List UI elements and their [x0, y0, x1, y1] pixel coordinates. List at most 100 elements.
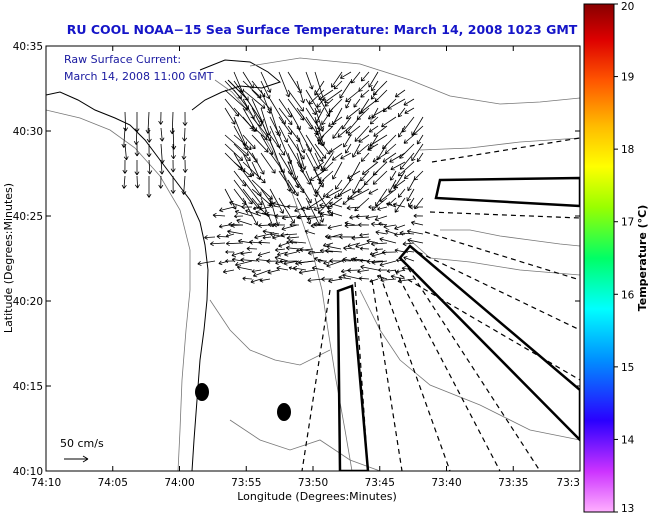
plot-area: [46, 57, 580, 471]
current-vector: [305, 134, 324, 162]
current-vector: [242, 276, 253, 281]
x-tick-label: 73:55: [231, 477, 261, 489]
current-vector: [411, 220, 424, 226]
current-vector: [251, 161, 261, 181]
x-tick-label: 74:00: [164, 477, 194, 489]
current-vector: [397, 278, 415, 284]
current-vector: [305, 89, 321, 114]
current-vector: [146, 127, 152, 143]
current-vector: [320, 211, 334, 217]
current-vector: [242, 152, 255, 177]
current-vector: [250, 278, 262, 284]
current-vector: [233, 143, 251, 162]
current-vector: [318, 170, 334, 185]
subtitle-line-1: Raw Surface Current:: [64, 53, 181, 66]
current-vector: [284, 251, 298, 257]
current-vector: [242, 179, 263, 206]
current-vector: [218, 224, 230, 229]
current-vector: [218, 260, 230, 266]
current-vector: [268, 203, 280, 208]
current-vector: [277, 251, 289, 257]
current-vector: [354, 125, 370, 142]
current-vector: [317, 125, 334, 142]
current-vector: [293, 265, 307, 271]
x-axis: 74:10 74:05 74:00 73:55 73:50 73:45 73:40 73:35…: [31, 46, 581, 489]
current-vector: [366, 238, 379, 244]
current-vector: [365, 215, 379, 220]
current-vector: [372, 80, 388, 96]
current-vector: [327, 224, 343, 230]
current-vector: [251, 152, 265, 175]
current-vector: [375, 230, 388, 235]
current-vector: [159, 159, 165, 175]
current-vector: [403, 134, 415, 144]
current-vector: [224, 107, 236, 125]
current-vector: [379, 260, 397, 267]
current-vector: [322, 188, 334, 198]
current-vector: [392, 202, 406, 208]
current-vector: [145, 111, 151, 134]
current-vector: [403, 256, 415, 262]
current-vector: [409, 204, 423, 210]
current-vector: [356, 143, 370, 155]
current-vector: [246, 246, 258, 251]
current-vector: [305, 98, 317, 116]
current-vector: [360, 89, 370, 98]
current-vector: [395, 258, 406, 263]
current-vector: [242, 188, 259, 209]
current-vector: [231, 251, 244, 257]
x-tick-label: 73:3: [556, 477, 580, 489]
current-vector: [233, 116, 247, 146]
x-tick-label: 73:35: [498, 477, 528, 489]
current-vector: [381, 116, 397, 128]
current-vector: [346, 205, 361, 211]
current-vector: [369, 116, 379, 125]
current-vector: [376, 274, 388, 280]
current-vector: [242, 197, 259, 226]
current-vector: [274, 255, 289, 262]
current-vector: [315, 107, 325, 124]
current-vector: [298, 269, 316, 275]
current-vector: [403, 98, 415, 106]
current-vector: [355, 242, 370, 249]
current-vector: [403, 170, 415, 179]
current-vector: [324, 89, 343, 103]
current-vector: [146, 143, 152, 158]
current-vector: [402, 116, 415, 133]
current-vector: [345, 98, 352, 109]
current-vector: [329, 143, 343, 153]
current-vector: [251, 98, 264, 124]
current-vector: [294, 206, 307, 213]
current-vector: [413, 213, 424, 218]
current-vector: [368, 71, 379, 88]
y-tick-label: 40:25: [13, 211, 43, 223]
current-vector: [181, 175, 187, 195]
current-vector: [133, 127, 139, 145]
current-vector: [169, 111, 175, 135]
current-vector: [385, 229, 397, 235]
current-vector: [323, 161, 334, 172]
bathymetry-contour: [419, 137, 580, 151]
current-vector: [349, 214, 361, 220]
current-vector: [381, 249, 397, 255]
current-vector: [296, 197, 311, 225]
current-vector: [182, 111, 188, 126]
current-vector: [287, 71, 302, 94]
current-vector: [356, 107, 370, 120]
bathymetry-contour: [229, 419, 381, 471]
current-vector: [372, 161, 388, 176]
current-vector: [158, 175, 164, 189]
radar-sector-lines: [301, 137, 580, 471]
current-vector: [340, 71, 352, 79]
current-vector: [323, 260, 334, 265]
current-vector: [240, 250, 253, 256]
colorbar-label: Temperature (°C): [636, 205, 649, 312]
current-vector: [387, 98, 406, 110]
current-vector: [182, 127, 188, 142]
current-vector: [411, 116, 424, 136]
current-vector: [242, 71, 254, 89]
current-vector: [321, 107, 334, 126]
current-vector: [389, 170, 397, 181]
current-vector: [406, 188, 415, 202]
current-vector: [358, 134, 370, 143]
